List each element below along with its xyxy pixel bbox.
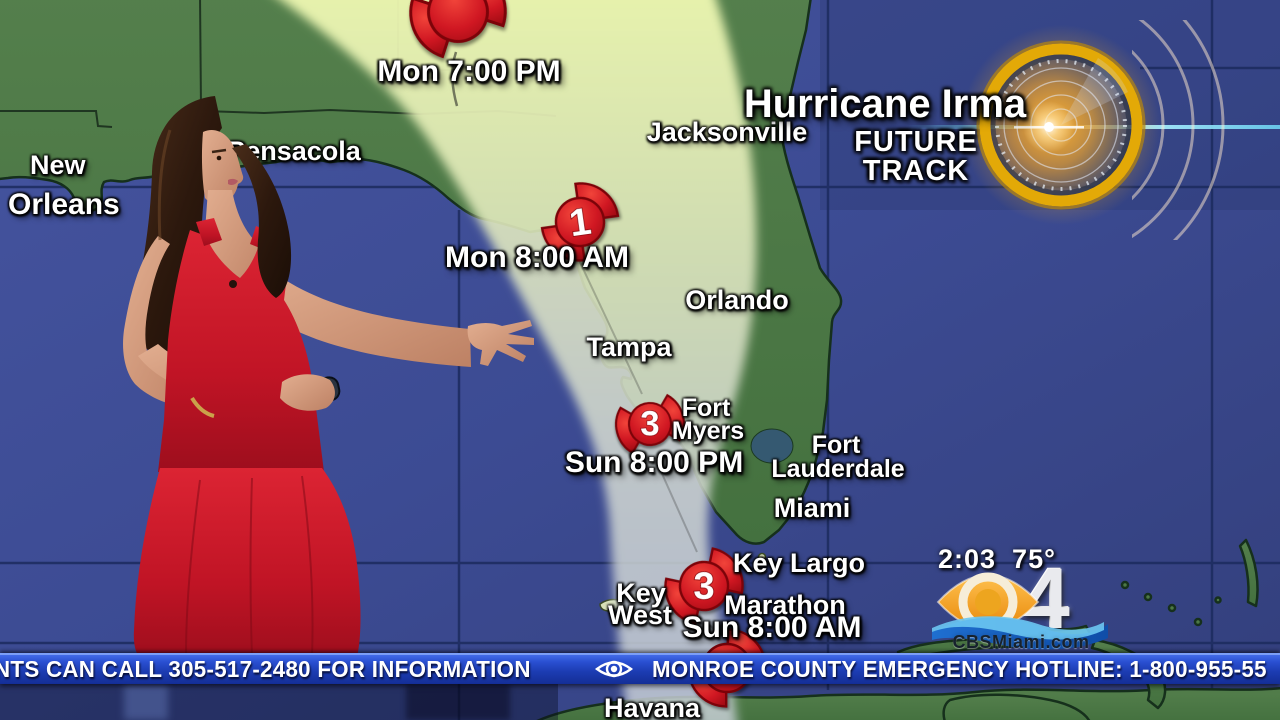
track-time-label-3: Sun 8:00 AM <box>682 611 862 644</box>
temperature: 75° <box>1012 544 1056 574</box>
presenter-eyebrow <box>211 148 227 154</box>
bahamas-cay <box>1167 603 1177 613</box>
hurricane-icon: 3 <box>657 539 751 633</box>
city-label-marathon: Marathon <box>724 590 846 620</box>
presenter-dress-pin <box>229 280 237 288</box>
lens-flare-core <box>1044 122 1054 132</box>
city-label-key-west-line1: Key <box>616 578 666 608</box>
bahamas-cay <box>1193 617 1203 627</box>
storm-track-line <box>451 51 723 637</box>
cbs-eye-pupil <box>975 589 1001 615</box>
ticker-text-left: NTS CAN CALL 305-517-2480 FOR INFORMATIO… <box>0 656 531 682</box>
radar-echo-arcs <box>1132 20 1225 240</box>
presenter-hair-front <box>232 144 292 298</box>
presenter-lips <box>228 178 238 185</box>
bahamas-eleuthera <box>1238 538 1259 608</box>
studio-floor-shadow <box>0 684 558 720</box>
presenter-arm-extended <box>250 268 471 367</box>
studio-floor-highlight <box>124 684 168 720</box>
city-label-fort-myers-line2: Myers <box>671 417 745 445</box>
station-url: CBSMiami.com <box>952 632 1090 652</box>
city-label-fort-lauderdale-line2: Lauderdale <box>771 455 905 483</box>
track-time-label-0: Mon 7:00 PM <box>377 55 561 88</box>
presenter-dress-strap <box>196 218 222 246</box>
city-label-havana: Havana <box>603 693 701 720</box>
city-label-orlando: Orlando <box>685 285 789 315</box>
program-title: Hurricane Irma <box>743 82 1027 126</box>
city-label-fort-myers-line1: Fort <box>681 394 731 422</box>
news-ticker: NTS CAN CALL 305-517-2480 FOR INFORMATIO… <box>0 653 1280 684</box>
presenter-hand <box>467 320 534 366</box>
hurricane-icon: 1 <box>535 177 625 267</box>
presenter-arm-left <box>123 236 202 410</box>
city-label-new-orleans-line2: Orleans <box>8 188 120 221</box>
bahamas-cay <box>1120 580 1130 590</box>
storm-category: 3 <box>640 404 659 443</box>
cbs-eye-icon <box>932 572 1108 650</box>
track-time-label-1: Mon 8:00 AM <box>445 241 629 274</box>
presenter-eye <box>216 155 222 161</box>
clock: 2:03 <box>938 544 997 574</box>
radar-scope-icon <box>961 20 1225 240</box>
presenter-hand-clicker <box>280 374 335 411</box>
track-time-label-2: Sun 8:00 PM <box>564 446 744 479</box>
station-bug: 2:03 75° <box>938 544 1056 575</box>
presenter-bracelet <box>190 396 215 418</box>
program-subtitle: FUTURE TRACK <box>854 126 978 187</box>
city-label-tampa: Tampa <box>586 332 672 362</box>
city-label-miami: Miami <box>773 493 851 523</box>
cbs-eye-separator-icon <box>595 660 633 678</box>
city-label-key-west-line2: West <box>607 600 673 630</box>
forecast-cone <box>281 0 757 720</box>
storm-category: 3 <box>693 565 714 608</box>
city-label-jacksonville: Jacksonville <box>646 117 808 147</box>
presenter-skirt <box>133 468 361 661</box>
city-label-new-orleans-line1: New <box>30 150 86 180</box>
lake-okeechobee <box>750 428 794 464</box>
hurricane-icon: 3 <box>603 377 697 471</box>
city-label-fort-lauderdale-line1: Fort <box>811 431 861 459</box>
bahamas-cay <box>1214 596 1222 604</box>
wave-graphic-light <box>932 616 1104 640</box>
presenter-hair-shine <box>157 129 172 241</box>
radar-sweep <box>1061 58 1128 125</box>
studio-floor-dark-patch <box>406 684 510 720</box>
skirt-folds <box>185 475 314 657</box>
bahamas-andros <box>942 693 1091 720</box>
bahamas-cay <box>1143 592 1153 602</box>
city-label-key-largo: Key Largo <box>732 548 866 578</box>
ticker-text-right: MONROE COUNTY EMERGENCY HOTLINE: 1-800-9… <box>652 656 1267 682</box>
presenter-hair <box>134 96 222 358</box>
